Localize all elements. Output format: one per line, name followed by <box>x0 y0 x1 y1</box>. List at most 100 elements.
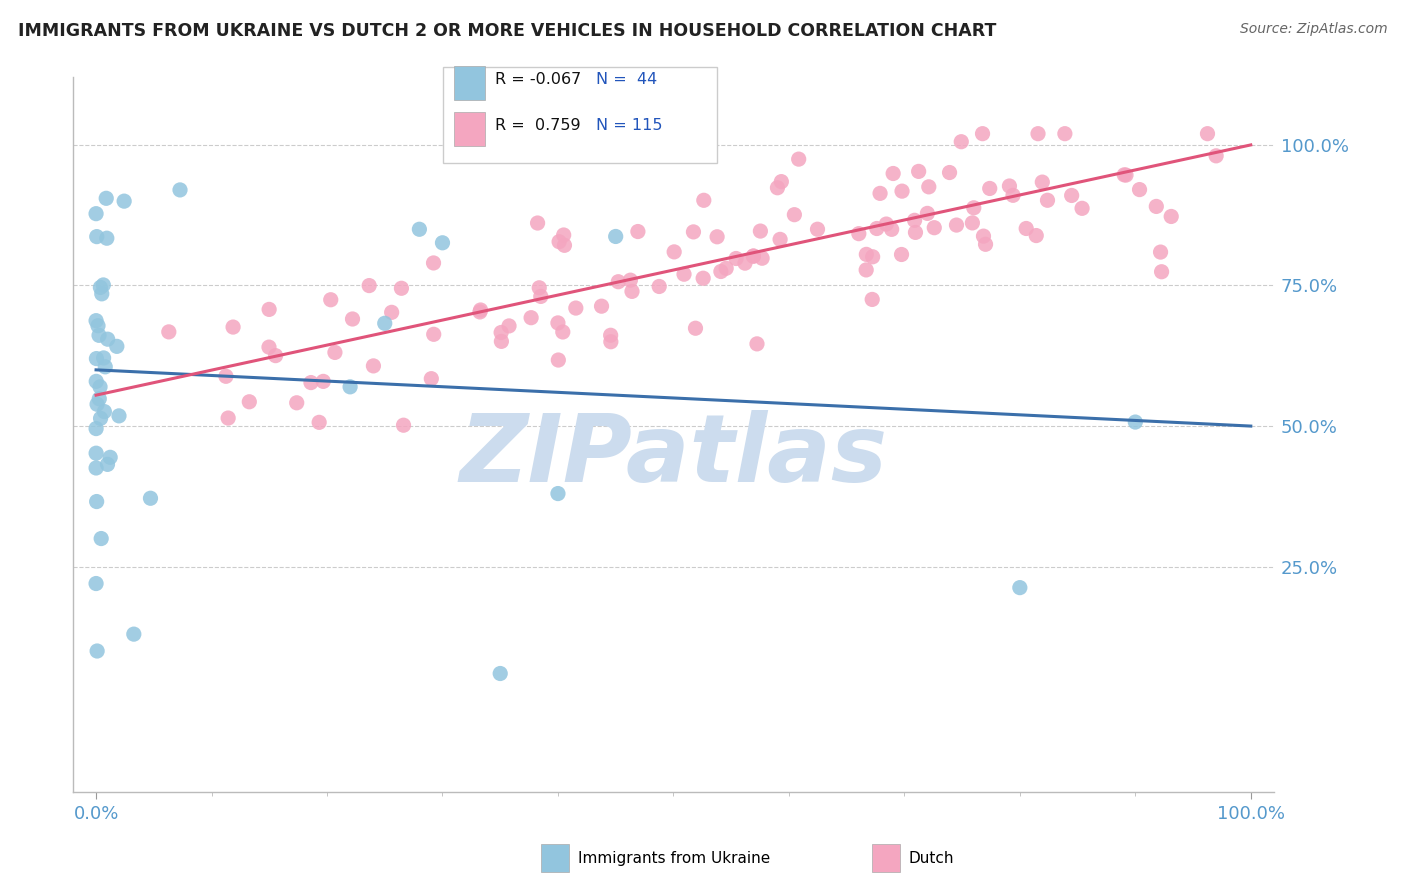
Point <box>918 179 941 194</box>
Point <box>787 152 810 166</box>
Point <box>90 532 112 546</box>
Point <box>742 249 765 263</box>
Point <box>299 376 322 390</box>
Point <box>339 380 361 394</box>
Point <box>520 310 543 325</box>
Point <box>257 302 280 317</box>
Point <box>1160 210 1182 224</box>
Point <box>1008 581 1031 595</box>
Point <box>770 175 793 189</box>
Point <box>526 216 548 230</box>
Point <box>547 316 569 330</box>
Point <box>530 289 553 303</box>
Point <box>751 251 773 265</box>
Text: R = -0.067: R = -0.067 <box>495 72 581 87</box>
Point <box>710 264 733 278</box>
Point <box>862 250 884 264</box>
Point <box>547 353 569 368</box>
Point <box>84 461 107 475</box>
Point <box>422 327 444 342</box>
Point <box>422 256 444 270</box>
Point <box>89 392 111 406</box>
Point <box>938 165 960 179</box>
Point <box>96 191 118 205</box>
Point <box>86 397 108 411</box>
Text: N = 115: N = 115 <box>596 119 662 134</box>
Point <box>308 415 330 429</box>
Point <box>627 225 650 239</box>
Point <box>489 666 512 681</box>
Point <box>90 286 112 301</box>
Point <box>108 409 131 423</box>
Point <box>806 222 828 236</box>
Point <box>599 334 621 349</box>
Point <box>685 321 707 335</box>
Point <box>285 396 308 410</box>
Point <box>766 180 789 194</box>
Point <box>87 328 110 343</box>
Point <box>1149 245 1171 260</box>
Point <box>91 277 114 292</box>
Point <box>742 249 765 263</box>
Point <box>548 235 571 249</box>
Point <box>105 339 128 353</box>
Point <box>97 332 120 346</box>
Point <box>391 281 413 295</box>
Text: Dutch: Dutch <box>908 851 953 865</box>
Point <box>648 279 671 293</box>
Point <box>749 224 772 238</box>
Point <box>882 167 904 181</box>
Point <box>855 263 877 277</box>
Point <box>962 216 984 230</box>
Point <box>1002 188 1025 202</box>
Point <box>891 184 914 198</box>
Point <box>1053 127 1076 141</box>
Point <box>1036 194 1059 208</box>
Text: N =  44: N = 44 <box>596 72 658 87</box>
Point <box>93 404 115 418</box>
Point <box>945 218 967 232</box>
Point <box>1197 127 1219 141</box>
Point <box>238 394 260 409</box>
Point <box>112 194 135 209</box>
Point <box>89 280 111 294</box>
Point <box>157 325 180 339</box>
Point <box>98 450 121 465</box>
Point <box>363 359 385 373</box>
Point <box>319 293 342 307</box>
Point <box>1031 175 1053 189</box>
Point <box>84 207 107 221</box>
Point <box>323 345 346 359</box>
Point <box>257 340 280 354</box>
Point <box>963 201 986 215</box>
Point <box>86 644 108 658</box>
Point <box>673 267 696 281</box>
Point <box>312 375 335 389</box>
Point <box>904 226 927 240</box>
Point <box>745 336 768 351</box>
Point <box>359 278 381 293</box>
Point <box>553 227 575 242</box>
Point <box>94 359 117 374</box>
Text: Source: ZipAtlas.com: Source: ZipAtlas.com <box>1240 22 1388 37</box>
Point <box>84 446 107 460</box>
Point <box>662 244 685 259</box>
Point <box>979 181 1001 195</box>
Point <box>869 186 891 201</box>
Point <box>420 372 443 386</box>
Point <box>547 486 569 500</box>
Point <box>903 213 925 227</box>
Point <box>93 351 115 365</box>
Point <box>682 225 704 239</box>
Point <box>392 418 415 433</box>
Point <box>217 411 239 425</box>
Point <box>84 375 107 389</box>
Point <box>706 229 728 244</box>
Point <box>565 301 588 315</box>
Point <box>491 334 513 349</box>
Point <box>87 318 110 333</box>
Point <box>769 232 792 246</box>
Point <box>1115 168 1137 182</box>
Point <box>1025 228 1047 243</box>
Point <box>489 326 512 340</box>
